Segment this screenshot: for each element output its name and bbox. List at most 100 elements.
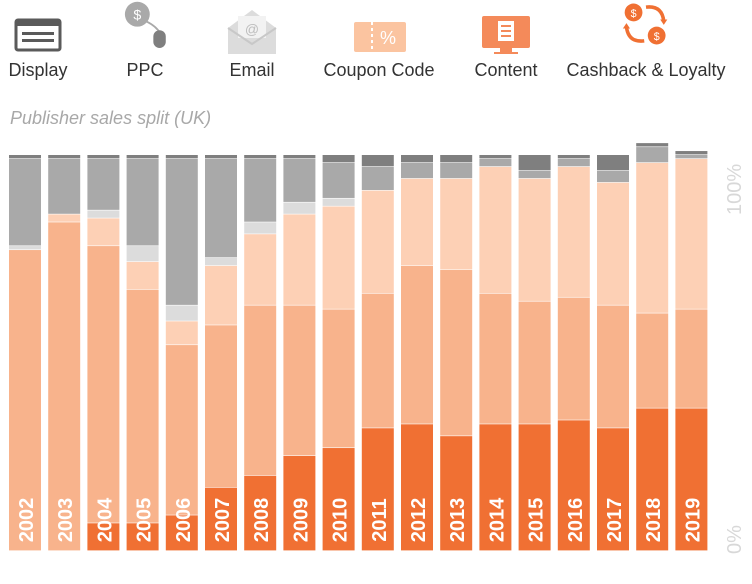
bar-segment-2011-display bbox=[361, 155, 394, 167]
bar-segment-2006-ppc bbox=[165, 158, 198, 305]
bar-segment-2006-email bbox=[165, 305, 198, 321]
ppc-mouse-icon: $ bbox=[124, 1, 166, 48]
bar-segment-2007-display bbox=[205, 155, 237, 159]
x-tick-label-2007: 2007 bbox=[212, 498, 234, 543]
bar-segment-2009-content bbox=[283, 305, 316, 456]
bar-segment-2003-display bbox=[48, 155, 81, 159]
bar-segment-2005-ppc bbox=[126, 158, 159, 246]
bar-segment-2012-cashback-loyalty bbox=[401, 424, 433, 551]
bar-segment-2015-ppc bbox=[518, 170, 551, 179]
bar-segment-2006-display bbox=[165, 155, 198, 159]
chart-subtitle: Publisher sales split (UK) bbox=[10, 108, 212, 128]
bar-segment-2013-coupon-code bbox=[440, 178, 473, 270]
x-tick-label-2008: 2008 bbox=[251, 498, 273, 543]
bar-segment-2010-email bbox=[322, 198, 355, 206]
x-tick-label-2002: 2002 bbox=[16, 498, 38, 543]
bar-segment-2004-coupon-code bbox=[87, 218, 120, 246]
bar-segment-2018-cashback-loyalty bbox=[636, 408, 669, 551]
bar-segment-2019-ppc bbox=[675, 155, 708, 159]
y-tick-label-100: 100% bbox=[724, 163, 746, 215]
bar-segment-2019-content bbox=[675, 309, 708, 408]
x-tick-label-2017: 2017 bbox=[604, 498, 626, 543]
bar-segment-2019-coupon-code bbox=[675, 158, 708, 309]
x-tick-label-2005: 2005 bbox=[134, 498, 156, 543]
bar-segment-2014-coupon-code bbox=[479, 166, 512, 293]
bar-segment-2012-content bbox=[401, 265, 433, 424]
bar-segment-2005-display bbox=[126, 155, 159, 159]
legend-label-ppc: PPC bbox=[126, 60, 164, 80]
bar-segment-2010-content bbox=[322, 309, 355, 448]
x-tick-label-2011: 2011 bbox=[369, 498, 391, 541]
bar-segment-2005-coupon-code bbox=[126, 261, 159, 290]
bar-segment-2009-email bbox=[283, 202, 316, 214]
bar-segment-2004-display bbox=[87, 155, 120, 159]
bar-segment-2008-content bbox=[244, 305, 277, 476]
bar-segment-2008-cashback-loyalty bbox=[244, 475, 277, 551]
x-tick-label-2003: 2003 bbox=[55, 498, 77, 543]
bar-segment-2004-ppc bbox=[87, 158, 120, 210]
coupon-icon: % bbox=[354, 22, 406, 52]
bar-segment-2006-coupon-code bbox=[165, 321, 198, 345]
legend-label-content: Content bbox=[474, 60, 538, 80]
bar-segment-2015-display bbox=[518, 155, 551, 171]
bar-segment-2012-display bbox=[401, 155, 433, 163]
legend-label-coupon: Coupon Code bbox=[323, 60, 435, 80]
bar-segment-2012-coupon-code bbox=[401, 178, 433, 266]
bar-segment-2017-content bbox=[597, 305, 629, 428]
bar-segment-2013-content bbox=[440, 269, 473, 436]
bar-segment-2009-cashback-loyalty bbox=[283, 455, 316, 551]
x-tick-label-2015: 2015 bbox=[526, 498, 548, 543]
svg-text:@: @ bbox=[245, 21, 259, 37]
bar-segment-2014-ppc bbox=[479, 158, 512, 167]
bar-segment-2009-ppc bbox=[283, 158, 316, 202]
bar-segment-2014-content bbox=[479, 293, 512, 424]
bar-segment-2013-display bbox=[440, 155, 473, 163]
svg-text:%: % bbox=[380, 28, 396, 48]
bar-segment-2019-cashback-loyalty bbox=[675, 408, 708, 551]
bar-segment-2008-email bbox=[244, 222, 277, 234]
x-tick-label-2018: 2018 bbox=[643, 498, 665, 543]
bar-segment-2008-ppc bbox=[244, 158, 277, 222]
x-tick-label-2006: 2006 bbox=[173, 498, 195, 543]
bar-segment-2011-content bbox=[361, 293, 394, 428]
bar-segment-2007-email bbox=[205, 257, 237, 266]
legend-label-cashback: Cashback & Loyalty bbox=[566, 60, 726, 80]
display-icon bbox=[14, 18, 62, 52]
content-icon bbox=[482, 16, 530, 54]
bar-segment-2002-content bbox=[9, 250, 41, 551]
bar-segment-2017-coupon-code bbox=[597, 182, 629, 305]
bar-segment-2011-coupon-code bbox=[361, 190, 394, 293]
x-tick-label-2019: 2019 bbox=[682, 498, 704, 543]
bar-segment-2011-ppc bbox=[361, 166, 394, 191]
bar-segment-2007-ppc bbox=[205, 158, 237, 258]
bar-segment-2018-coupon-code bbox=[636, 162, 669, 313]
email-icon: @ bbox=[227, 10, 277, 54]
bar-segment-2010-coupon-code bbox=[322, 206, 355, 309]
y-tick-label-0: 0% bbox=[724, 525, 746, 554]
bar-segment-2015-cashback-loyalty bbox=[518, 424, 551, 551]
x-tick-label-2012: 2012 bbox=[408, 498, 430, 543]
legend-label-email: Email bbox=[229, 60, 275, 80]
bar-segment-2014-display bbox=[479, 155, 512, 159]
bar-segment-2016-content bbox=[557, 297, 590, 420]
bar-segment-2002-ppc bbox=[9, 158, 41, 246]
bar-segment-2005-content bbox=[126, 289, 159, 523]
bar-segment-2009-display bbox=[283, 155, 316, 159]
svg-text:$: $ bbox=[654, 31, 660, 43]
svg-text:$: $ bbox=[631, 8, 637, 20]
cashback-icon: $ $ bbox=[622, 3, 668, 45]
bar-segment-2004-cashback-loyalty bbox=[87, 523, 120, 551]
bar-segment-2006-content bbox=[165, 345, 198, 515]
bar-segment-2017-cashback-loyalty bbox=[597, 428, 629, 551]
bar-segment-2016-coupon-code bbox=[557, 166, 590, 297]
bar-segment-2007-content bbox=[205, 325, 237, 488]
bar-segment-2016-ppc bbox=[557, 158, 590, 167]
bar-segment-2005-email bbox=[126, 246, 159, 262]
svg-text:$: $ bbox=[133, 8, 141, 24]
bar-segment-2007-coupon-code bbox=[205, 265, 237, 325]
bar-segment-2010-display bbox=[322, 155, 355, 163]
legend: Display $ PPC @ Email % Coupon Code bbox=[0, 0, 752, 90]
bar-segment-2010-cashback-loyalty bbox=[322, 448, 355, 551]
bar-segment-2011-cashback-loyalty bbox=[361, 428, 394, 551]
x-tick-label-2014: 2014 bbox=[486, 497, 508, 542]
